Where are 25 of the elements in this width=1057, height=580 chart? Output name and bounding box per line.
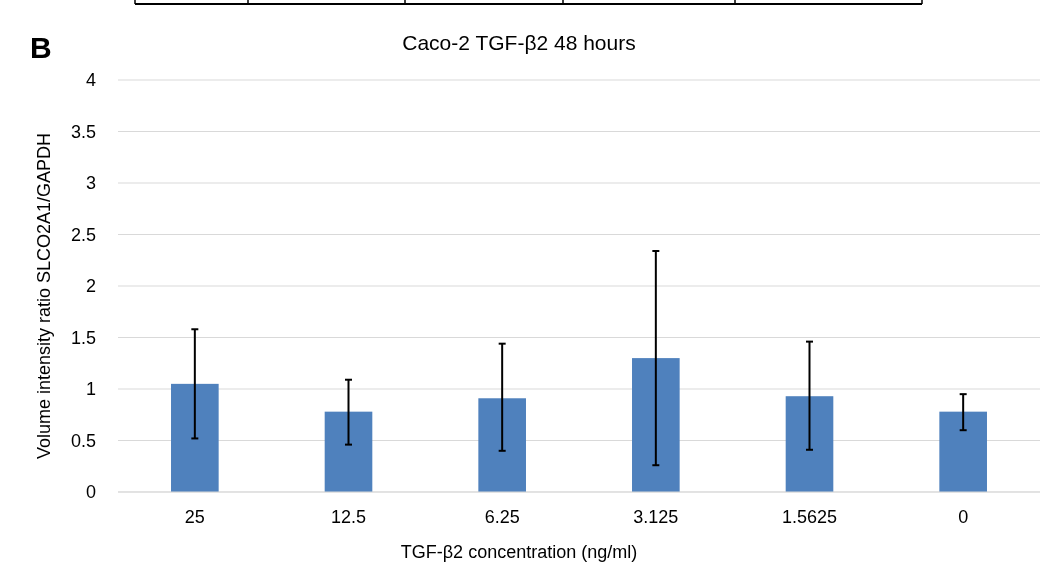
y-tick-label: 2.5 [70, 224, 96, 245]
y-tick-label: 0 [85, 482, 96, 503]
y-tick-label: 1.5 [70, 327, 96, 348]
x-tick-label: 1.5625 [781, 507, 838, 527]
y-tick-label: 3 [85, 173, 96, 194]
y-tick-label: 3.5 [70, 121, 96, 142]
y-tick-label: 0.5 [70, 430, 96, 451]
y-tick-label: 1 [85, 379, 96, 400]
x-tick-label: 3.125 [633, 507, 679, 527]
bar [171, 383, 219, 492]
bar [785, 396, 834, 492]
x-tick-label: 12.5 [330, 507, 367, 527]
x-tick-label: 0 [958, 507, 969, 527]
x-tick-label: 6.25 [484, 507, 520, 527]
y-tick-label: 4 [85, 70, 96, 91]
x-tick-label: 25 [184, 507, 205, 527]
bar [939, 411, 987, 492]
text: B [30, 31, 52, 64]
bar [632, 358, 680, 492]
x-axis-title: TGF-β2 concentration (ng/ml) [400, 542, 638, 562]
y-tick-label: 2 [85, 276, 96, 297]
y-axis-title: Volume intensity ratio SLCO2A1/GAPDH [34, 132, 54, 460]
chart-title: Caco-2 TGF-β2 48 hours [402, 31, 636, 54]
bar [478, 398, 526, 492]
bar [324, 411, 373, 492]
